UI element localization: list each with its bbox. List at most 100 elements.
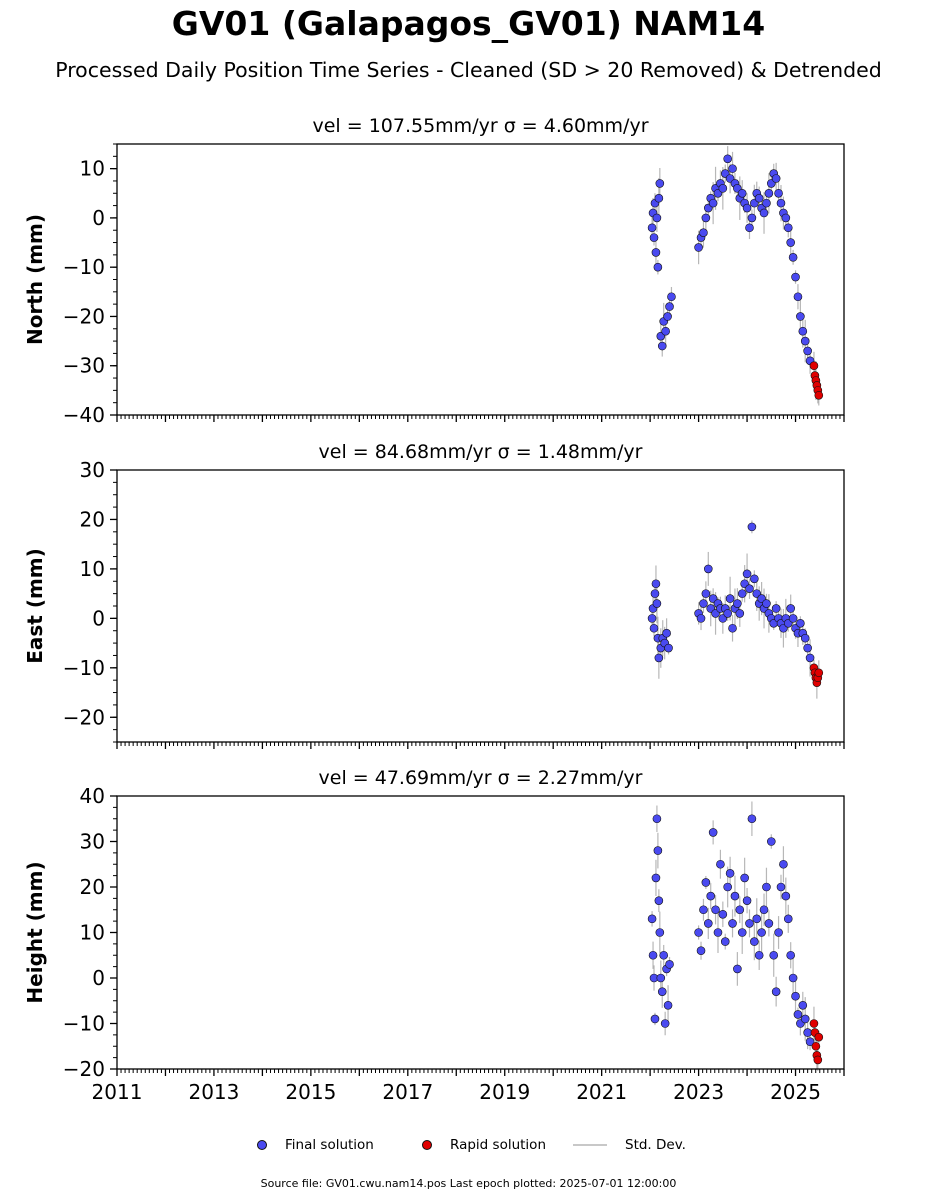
final-point [737,188,747,198]
final-point [664,643,673,653]
final-point [694,243,703,252]
final-point [771,604,781,613]
y-axis-label: Height (mm) [23,861,47,1003]
y-tick-label: −10 [63,1012,105,1036]
final-point [655,928,665,937]
legend-item-std: Std. Dev. [573,1137,686,1153]
final-point [708,828,718,837]
final-point [728,164,737,173]
panel-title: vel = 84.68mm/yr σ = 1.48mm/yr [319,441,643,463]
final-marker-icon [257,1140,267,1150]
x-tick-label: 2025 [770,1080,821,1104]
final-point [754,193,764,203]
final-point [764,188,774,198]
final-point [766,837,776,846]
final-point [740,873,749,883]
final-point [733,964,742,974]
y-axis-label: North (mm) [23,214,47,345]
final-point [747,522,757,532]
x-tick-label: 2015 [285,1080,336,1104]
y-tick-label: 0 [92,966,105,990]
final-point [651,248,661,257]
final-point [781,891,791,901]
final-point [742,203,752,213]
legend-item-final: Final solution [257,1137,374,1153]
final-point [800,633,810,643]
x-tick-label: 2019 [479,1080,530,1104]
final-point [663,1000,673,1010]
final-point [788,614,798,623]
y-tick-label: −20 [63,705,105,729]
final-point [745,919,754,928]
final-point [733,599,742,608]
final-point [783,223,793,233]
final-point [651,873,661,883]
final-point [791,991,800,1001]
panel-1: vel = 107.55mm/yr σ = 4.60mm/yr North (mm… [23,115,845,427]
final-point [745,584,754,593]
final-point [716,859,725,869]
final-point [728,919,737,928]
final-point [651,579,661,589]
final-point [652,814,662,824]
y-tick-label: −20 [63,304,105,328]
final-point [745,223,754,233]
final-point [771,174,781,183]
final-point [762,599,771,608]
final-point [805,1037,815,1046]
final-point [694,928,703,937]
final-point [650,589,660,598]
final-point [788,253,798,262]
x-tick-label: 2021 [576,1080,627,1104]
final-point [774,928,783,937]
final-point [800,1014,810,1024]
final-point [660,1019,670,1028]
final-point [663,312,672,321]
chart-subtitle: Processed Daily Position Time Series - C… [55,58,882,82]
final-point [657,987,667,996]
final-point [665,960,674,969]
final-point [798,326,808,336]
final-point [723,609,732,618]
final-point [796,619,805,628]
y-tick-label: 0 [92,206,105,230]
final-point [718,909,728,919]
final-point [667,292,676,302]
final-point [725,594,735,603]
final-point [656,973,666,983]
final-point [762,198,771,208]
final-point [661,326,670,336]
final-point [654,653,664,663]
y-tick-label: 20 [80,507,105,531]
chart-title: GV01 (Galapagos_GV01) NAM14 [171,4,766,43]
final-point [793,292,803,302]
legend: Final solution Rapid solution Std. Dev. [0,1137,937,1157]
final-point [769,950,779,960]
y-tick-label: −20 [63,1057,105,1081]
final-point [647,223,657,233]
rapid-point [811,1041,821,1051]
final-point [654,193,664,203]
final-point [648,950,658,960]
rapid-point [809,361,819,371]
final-point [735,905,745,915]
final-point [754,950,764,960]
final-point [653,846,663,855]
final-point [723,882,732,892]
final-point [703,919,713,928]
rapid-point [813,1055,823,1065]
x-tick-label: 2017 [382,1080,433,1104]
x-tick-label: 2013 [188,1080,239,1104]
rapid-marker-icon [422,1140,432,1150]
final-point [791,272,800,282]
final-point [662,628,671,638]
final-point [711,905,720,915]
y-tick-label: 30 [80,458,105,482]
plot-frame [116,795,845,1070]
final-point [701,213,711,223]
final-point [803,1028,812,1037]
legend-label-rapid: Rapid solution [450,1137,546,1153]
panel-title: vel = 47.69mm/yr σ = 2.27mm/yr [319,767,643,789]
final-point [747,814,757,824]
panel-2: vel = 84.68mm/yr σ = 1.48mm/yr East (mm) 3… [23,441,845,749]
